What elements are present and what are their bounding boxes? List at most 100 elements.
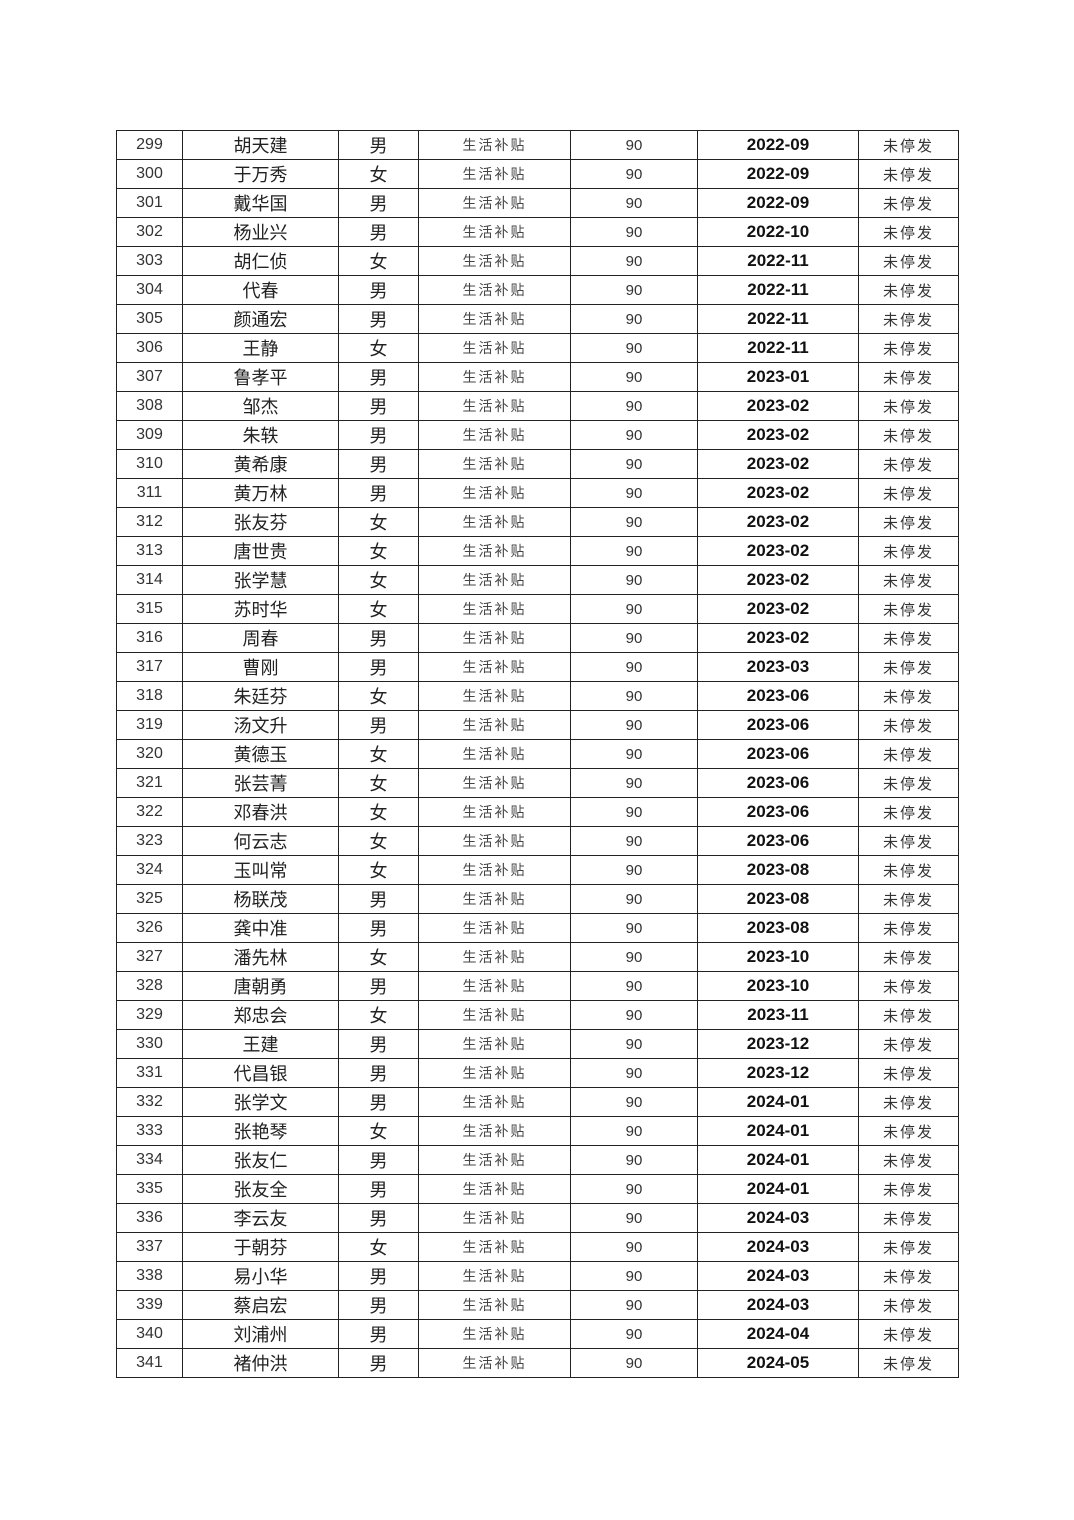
gender-cell: 女 xyxy=(338,739,419,769)
subsidy-type-cell: 生活补贴 xyxy=(418,913,571,943)
table-row: 336 李云友男生活补贴 90 2024-03 未停发 xyxy=(116,1203,959,1233)
subsidy-type-cell: 生活补贴 xyxy=(418,623,571,653)
table-row: 316 周春男生活补贴 90 2023-02 未停发 xyxy=(116,623,959,653)
table-row: 334 张友仁男生活补贴 90 2024-01 未停发 xyxy=(116,1145,959,1175)
start-date-cell: 2022-09 xyxy=(697,130,859,160)
status-cell: 未停发 xyxy=(858,1145,959,1175)
amount-cell: 90 xyxy=(570,1290,698,1320)
row-number-cell: 317 xyxy=(116,652,183,682)
table-row: 328 唐朝勇男生活补贴 90 2023-10 未停发 xyxy=(116,971,959,1001)
status-cell: 未停发 xyxy=(858,449,959,479)
table-row: 309 朱轶男生活补贴 90 2023-02 未停发 xyxy=(116,420,959,450)
name-cell: 黄希康 xyxy=(182,449,339,479)
subsidy-type-cell: 生活补贴 xyxy=(418,855,571,885)
name-cell: 邹杰 xyxy=(182,391,339,421)
amount-cell: 90 xyxy=(570,739,698,769)
row-number-cell: 309 xyxy=(116,420,183,450)
subsidy-type-cell: 生活补贴 xyxy=(418,884,571,914)
table-row: 320 黄德玉女生活补贴 90 2023-06 未停发 xyxy=(116,739,959,769)
subsidy-type-cell: 生活补贴 xyxy=(418,1029,571,1059)
start-date-cell: 2023-02 xyxy=(697,536,859,566)
row-number-cell: 334 xyxy=(116,1145,183,1175)
amount-cell: 90 xyxy=(570,362,698,392)
table-row: 305 颜通宏男生活补贴 90 2022-11 未停发 xyxy=(116,304,959,334)
gender-cell: 男 xyxy=(338,217,419,247)
amount-cell: 90 xyxy=(570,623,698,653)
table-row: 329 郑忠会女生活补贴 90 2023-11 未停发 xyxy=(116,1000,959,1030)
name-cell: 曹刚 xyxy=(182,652,339,682)
amount-cell: 90 xyxy=(570,217,698,247)
start-date-cell: 2023-02 xyxy=(697,478,859,508)
gender-cell: 男 xyxy=(338,1174,419,1204)
amount-cell: 90 xyxy=(570,391,698,421)
amount-cell: 90 xyxy=(570,304,698,334)
amount-cell: 90 xyxy=(570,797,698,827)
row-number-cell: 337 xyxy=(116,1232,183,1262)
name-cell: 蔡启宏 xyxy=(182,1290,339,1320)
table-body: 299 胡天建男生活补贴 90 2022-09 未停发 300 于万秀女生活补贴 90 2022… xyxy=(116,130,959,1378)
start-date-cell: 2023-06 xyxy=(697,797,859,827)
row-number-cell: 331 xyxy=(116,1058,183,1088)
subsidy-type-cell: 生活补贴 xyxy=(418,1116,571,1146)
status-cell: 未停发 xyxy=(858,159,959,189)
subsidy-table: 299 胡天建男生活补贴 90 2022-09 未停发 300 于万秀女生活补贴 90 2022… xyxy=(116,130,959,1378)
subsidy-type-cell: 生活补贴 xyxy=(418,1174,571,1204)
gender-cell: 男 xyxy=(338,884,419,914)
row-number-cell: 329 xyxy=(116,1000,183,1030)
table-row: 319 汤文升男生活补贴 90 2023-06 未停发 xyxy=(116,710,959,740)
name-cell: 褚仲洪 xyxy=(182,1348,339,1378)
name-cell: 张学慧 xyxy=(182,565,339,595)
gender-cell: 男 xyxy=(338,1290,419,1320)
start-date-cell: 2023-06 xyxy=(697,768,859,798)
amount-cell: 90 xyxy=(570,652,698,682)
status-cell: 未停发 xyxy=(858,971,959,1001)
status-cell: 未停发 xyxy=(858,391,959,421)
start-date-cell: 2022-11 xyxy=(697,246,859,276)
start-date-cell: 2023-08 xyxy=(697,913,859,943)
amount-cell: 90 xyxy=(570,1029,698,1059)
gender-cell: 男 xyxy=(338,1058,419,1088)
amount-cell: 90 xyxy=(570,1058,698,1088)
name-cell: 于万秀 xyxy=(182,159,339,189)
table-row: 306 王静女生活补贴 90 2022-11 未停发 xyxy=(116,333,959,363)
name-cell: 于朝芬 xyxy=(182,1232,339,1262)
row-number-cell: 325 xyxy=(116,884,183,914)
amount-cell: 90 xyxy=(570,1348,698,1378)
subsidy-type-cell: 生活补贴 xyxy=(418,768,571,798)
gender-cell: 男 xyxy=(338,1029,419,1059)
start-date-cell: 2023-12 xyxy=(697,1058,859,1088)
status-cell: 未停发 xyxy=(858,507,959,537)
row-number-cell: 305 xyxy=(116,304,183,334)
status-cell: 未停发 xyxy=(858,362,959,392)
gender-cell: 男 xyxy=(338,1087,419,1117)
subsidy-type-cell: 生活补贴 xyxy=(418,420,571,450)
amount-cell: 90 xyxy=(570,507,698,537)
start-date-cell: 2023-02 xyxy=(697,594,859,624)
gender-cell: 男 xyxy=(338,1145,419,1175)
gender-cell: 女 xyxy=(338,159,419,189)
amount-cell: 90 xyxy=(570,565,698,595)
gender-cell: 女 xyxy=(338,797,419,827)
table-row: 325 杨联茂男生活补贴 90 2023-08 未停发 xyxy=(116,884,959,914)
status-cell: 未停发 xyxy=(858,1087,959,1117)
start-date-cell: 2023-02 xyxy=(697,420,859,450)
start-date-cell: 2022-10 xyxy=(697,217,859,247)
status-cell: 未停发 xyxy=(858,855,959,885)
gender-cell: 女 xyxy=(338,246,419,276)
subsidy-type-cell: 生活补贴 xyxy=(418,362,571,392)
row-number-cell: 312 xyxy=(116,507,183,537)
status-cell: 未停发 xyxy=(858,246,959,276)
name-cell: 胡仁侦 xyxy=(182,246,339,276)
subsidy-type-cell: 生活补贴 xyxy=(418,942,571,972)
gender-cell: 女 xyxy=(338,565,419,595)
name-cell: 郑忠会 xyxy=(182,1000,339,1030)
status-cell: 未停发 xyxy=(858,1174,959,1204)
gender-cell: 女 xyxy=(338,507,419,537)
start-date-cell: 2024-01 xyxy=(697,1145,859,1175)
status-cell: 未停发 xyxy=(858,594,959,624)
status-cell: 未停发 xyxy=(858,826,959,856)
table-row: 314 张学慧女生活补贴 90 2023-02 未停发 xyxy=(116,565,959,595)
table-row: 341 褚仲洪男生活补贴 90 2024-05 未停发 xyxy=(116,1348,959,1378)
name-cell: 苏时华 xyxy=(182,594,339,624)
gender-cell: 男 xyxy=(338,913,419,943)
